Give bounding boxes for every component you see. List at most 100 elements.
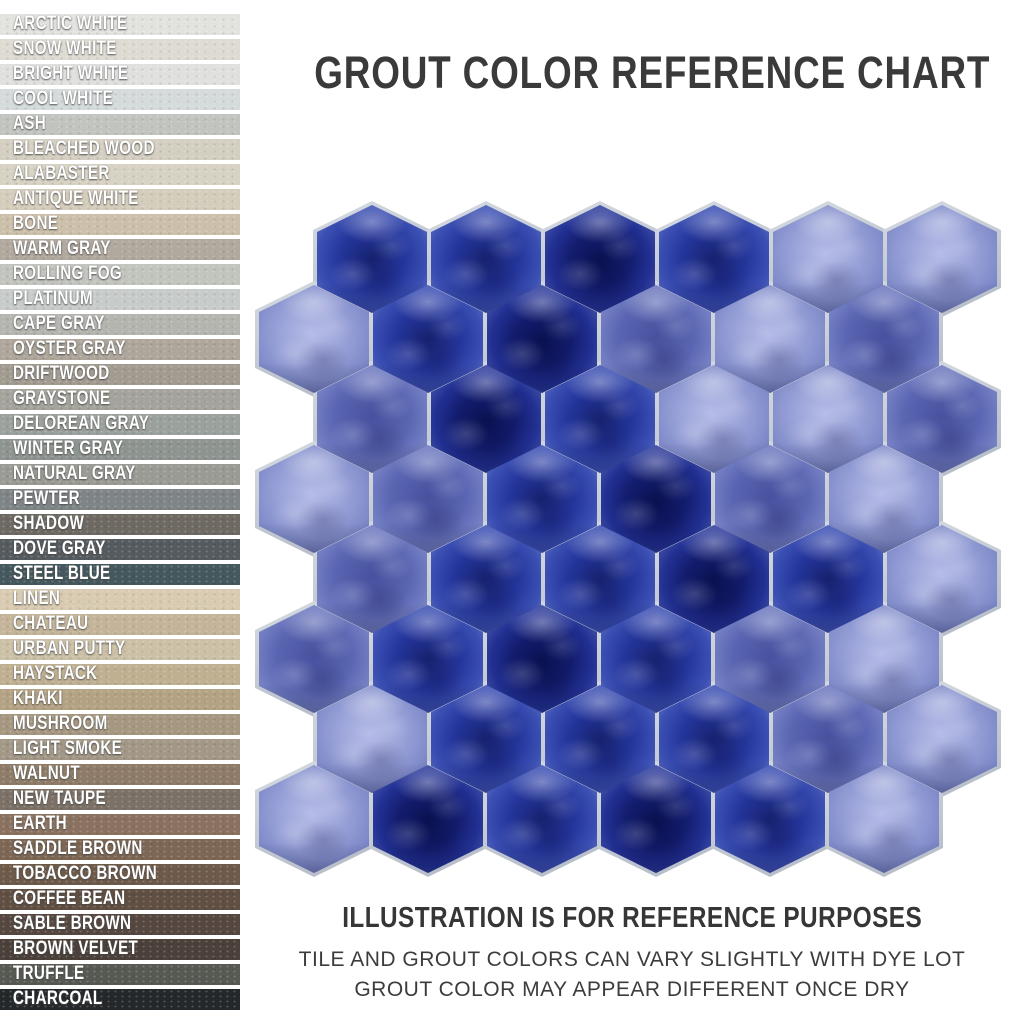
swatch-label: SABLE BROWN [13, 912, 132, 934]
swatch-texture [0, 464, 240, 485]
swatch-texture [0, 839, 240, 860]
grout-joint-hex [597, 761, 715, 877]
swatch-label: EARTH [13, 812, 67, 834]
hex-tile [259, 605, 369, 713]
swatch-label: SNOW WHITE [13, 37, 117, 59]
hex-tile [829, 285, 939, 393]
swatch-label: GRAYSTONE [13, 387, 111, 409]
swatch-texture [0, 314, 240, 335]
swatch-texture [0, 714, 240, 735]
footer-heading: ILLUSTRATION IS FOR REFERENCE PURPOSES [240, 902, 1024, 935]
grout-swatch: STEEL BLUE [0, 563, 240, 585]
tile-gloss-highlight [373, 285, 483, 393]
tile-mottle-overlay [259, 765, 369, 873]
tile-gloss-highlight [487, 605, 597, 713]
tile-mottle-overlay [259, 605, 369, 713]
grout-swatch: COFFEE BEAN [0, 887, 240, 910]
hex-tile [829, 445, 939, 553]
tile-gloss-highlight [259, 765, 369, 873]
tile-mottle-overlay [259, 445, 369, 553]
grout-swatch: KHAKI [0, 687, 240, 710]
tile-mottle-overlay [659, 685, 769, 793]
tile-gloss-highlight [887, 365, 997, 473]
hex-tile [887, 685, 997, 793]
swatch-label: ROLLING FOG [13, 262, 123, 284]
swatch-label: URBAN PUTTY [13, 637, 126, 659]
swatch-label: WINTER GRAY [13, 437, 124, 459]
grout-swatch: CHARCOAL [0, 988, 240, 1010]
swatch-label: DELOREAN GRAY [13, 412, 150, 434]
swatch-label: PEWTER [13, 487, 80, 509]
grout-joint-hex [883, 681, 1001, 797]
swatch-texture [0, 589, 240, 610]
hex-tile [545, 365, 655, 473]
tile-mottle-overlay [601, 605, 711, 713]
grout-swatch: SABLE BROWN [0, 912, 240, 935]
hex-tile [317, 365, 427, 473]
swatch-label: WALNUT [13, 762, 80, 784]
grout-joint-hex [711, 761, 829, 877]
swatch-texture [0, 989, 240, 1010]
tile-gloss-highlight [829, 445, 939, 553]
swatch-label: SHADOW [13, 512, 85, 534]
hex-tile [431, 205, 541, 313]
grout-swatch: HAYSTACK [0, 663, 240, 685]
tile-gloss-highlight [373, 765, 483, 873]
tile-gloss-highlight [887, 525, 997, 633]
grout-joint-hex [883, 361, 1001, 477]
swatch-texture [0, 39, 240, 60]
tile-mottle-overlay [317, 205, 427, 313]
swatch-texture [0, 689, 240, 710]
swatch-label: COFFEE BEAN [13, 887, 126, 909]
swatch-texture [0, 64, 240, 85]
grout-swatch: MUSHROOM [0, 712, 240, 735]
swatch-texture [0, 389, 240, 410]
grout-joint-hex [313, 681, 431, 797]
grout-joint-hex [483, 601, 601, 717]
hex-tile [431, 365, 541, 473]
tile-gloss-highlight [487, 285, 597, 393]
grout-joint-hex [597, 441, 715, 557]
grout-joint-hex [427, 681, 545, 797]
hex-tile [259, 765, 369, 873]
hex-tile [715, 285, 825, 393]
swatch-texture [0, 614, 240, 635]
grout-swatch: BONE [0, 213, 240, 235]
tile-gloss-highlight [317, 205, 427, 313]
tile-gloss-highlight [317, 365, 427, 473]
tile-gloss-highlight [829, 285, 939, 393]
swatch-texture [0, 264, 240, 285]
grout-joint-hex [883, 521, 1001, 637]
grout-swatch: DOVE GRAY [0, 537, 240, 560]
swatch-label: KHAKI [13, 687, 63, 709]
grout-swatch: TOBACCO BROWN [0, 862, 240, 885]
swatch-texture [0, 164, 240, 185]
hex-tile [659, 365, 769, 473]
swatch-label: DOVE GRAY [13, 537, 106, 559]
hex-tile [715, 445, 825, 553]
tile-mottle-overlay [317, 685, 427, 793]
swatch-label: MUSHROOM [13, 712, 108, 734]
hex-tile [487, 445, 597, 553]
swatch-label: WARM GRAY [13, 237, 111, 259]
swatch-label: TOBACCO BROWN [13, 862, 158, 884]
grout-joint-hex [655, 521, 773, 637]
tile-mottle-overlay [601, 765, 711, 873]
grout-swatch: ANTIQUE WHITE [0, 188, 240, 210]
footer-zone: ILLUSTRATION IS FOR REFERENCE PURPOSES T… [240, 902, 1024, 1006]
tile-gloss-highlight [773, 365, 883, 473]
swatch-texture [0, 914, 240, 935]
tile-gloss-highlight [773, 205, 883, 313]
hex-tile [373, 445, 483, 553]
hex-tile [601, 285, 711, 393]
swatch-texture [0, 414, 240, 435]
grout-joint-hex [597, 281, 715, 397]
swatch-label: DRIFTWOOD [13, 362, 110, 384]
grout-joint-hex [541, 521, 659, 637]
grout-joint-hex [769, 521, 887, 637]
swatch-label: CAPE GRAY [13, 312, 105, 334]
hex-tile [317, 685, 427, 793]
hex-tile [659, 685, 769, 793]
swatch-texture [0, 539, 240, 560]
grout-joint-hex [313, 361, 431, 477]
